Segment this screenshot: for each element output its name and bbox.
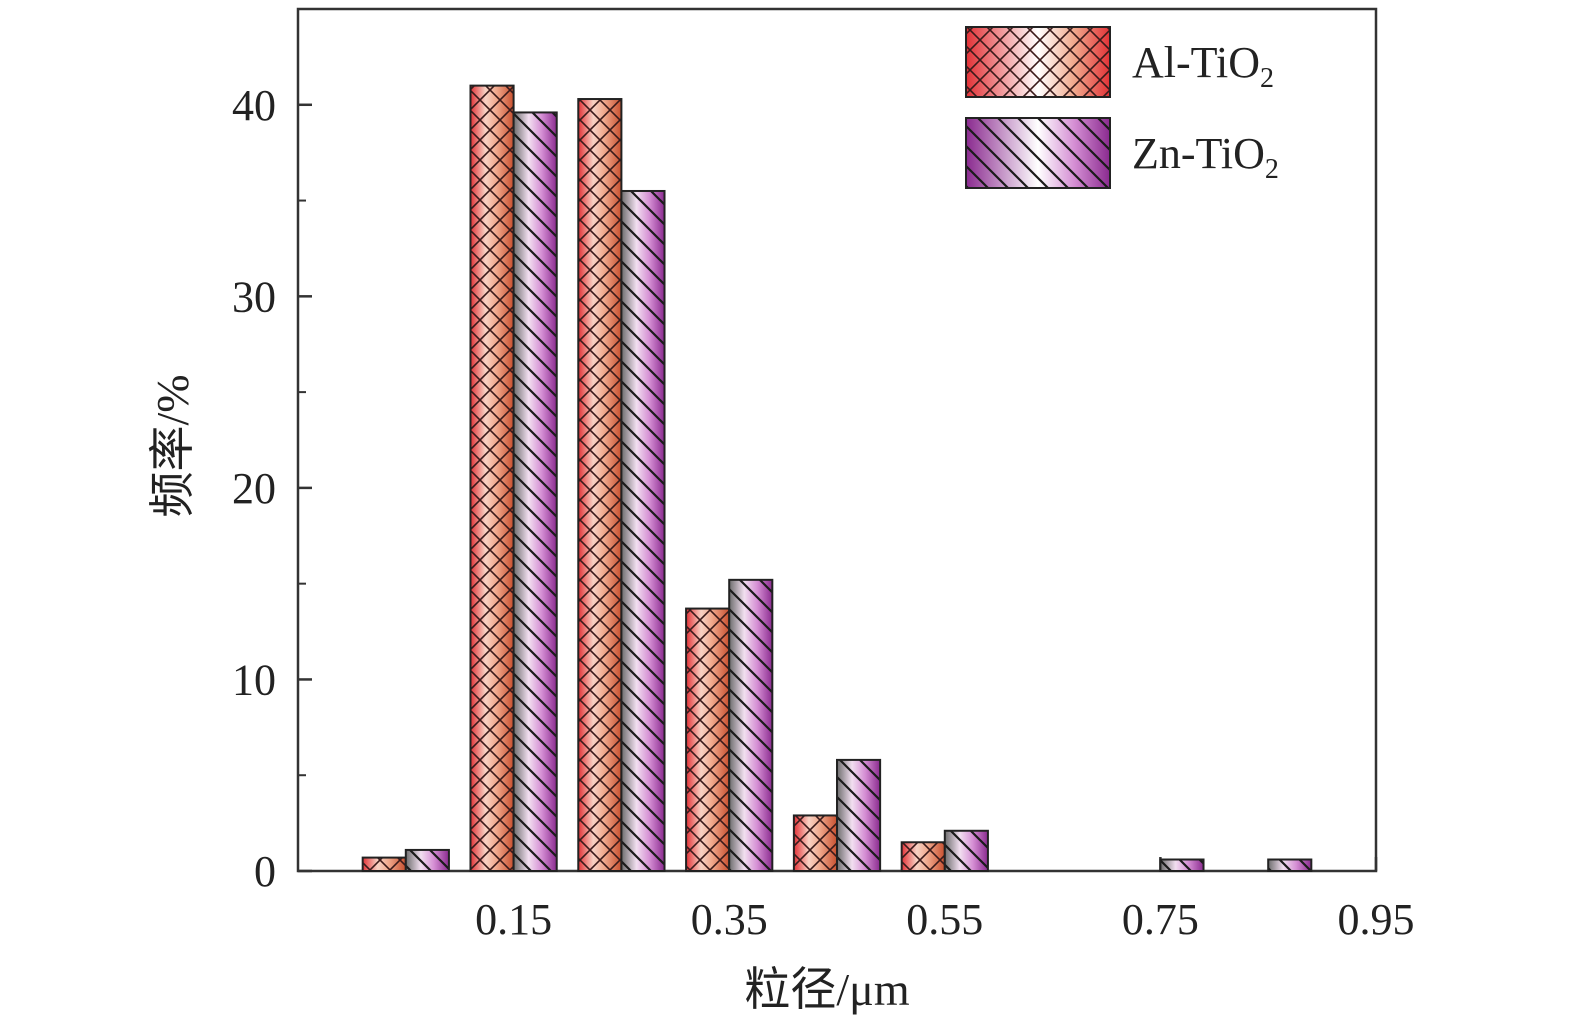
legend-label-base: Zn-TiO: [1132, 129, 1265, 178]
bar-zn-tio2: [1267, 858, 1313, 872]
legend-swatch-outline: [965, 117, 1111, 189]
x-tick-label: 0.95: [1338, 895, 1415, 944]
x-tick-label: 0.15: [475, 895, 552, 944]
legend-swatch-hatch: [966, 27, 1110, 97]
bar-hatch: [1268, 859, 1312, 871]
bar-zn-tio2: [943, 829, 989, 872]
x-axis-title: 粒径/μm: [744, 964, 909, 1015]
bar-hatch: [686, 608, 730, 871]
x-tick-label: 0.75: [1122, 895, 1199, 944]
x-tick-label: 0.35: [691, 895, 768, 944]
bar-hatch: [729, 579, 773, 871]
bar-hatch: [901, 842, 945, 871]
bar-hatch: [793, 815, 837, 871]
bar-zn-tio2: [620, 189, 666, 872]
bar-outline: [836, 758, 882, 872]
bar-outline: [943, 829, 989, 872]
bar-zn-tio2: [512, 111, 558, 872]
plot-area: 0 10 20 30 40 0.15 0.35 0.55 0.75 0.95 粒径/μm 频率/% Al…: [147, 7, 1415, 1015]
bar-outline: [404, 848, 450, 873]
legend-label-subscript: 2: [1265, 154, 1279, 185]
bar-zn-tio2: [728, 578, 774, 873]
legend-label: Al-TiO2: [1132, 38, 1274, 94]
y-tick-label: 0: [254, 847, 276, 896]
bar-al-tio2: [577, 98, 623, 872]
legend-label-subscript: 2: [1260, 63, 1274, 94]
bar-al-tio2: [792, 814, 839, 873]
bar-hatch: [1160, 859, 1204, 871]
bar-outline: [728, 578, 774, 873]
legend-swatch-outline: [965, 26, 1111, 98]
bar-hatch: [578, 99, 622, 871]
bar-hatch: [621, 190, 665, 871]
bar-al-tio2: [361, 856, 407, 873]
bar-hatch: [405, 849, 449, 871]
bar-hatch: [513, 112, 557, 871]
bar-al-tio2: [685, 607, 731, 873]
bar-outline: [620, 189, 666, 872]
bar-outline: [1159, 858, 1205, 872]
bar-hatch: [362, 857, 406, 871]
bar-zn-tio2: [836, 758, 882, 872]
bar-al-tio2: [469, 84, 515, 873]
legend-item-al-tio2: Al-TiO2: [965, 26, 1274, 98]
y-tick-label: 10: [232, 655, 276, 704]
y-tick-label: 20: [232, 464, 276, 513]
bar-outline: [512, 111, 558, 872]
bar-zn-tio2: [404, 848, 450, 873]
bar-hatch: [470, 85, 514, 872]
y-axis-title: 频率/%: [147, 374, 198, 517]
y-tick-label: 30: [232, 272, 276, 321]
bar-outline: [1267, 858, 1313, 872]
x-tick-label: 0.55: [906, 895, 983, 944]
bar-hatch: [837, 759, 881, 871]
legend-label-base: Al-TiO: [1132, 38, 1260, 87]
bar-al-tio2: [900, 841, 946, 872]
legend-swatch-hatch: [966, 118, 1110, 188]
legend-label: Zn-TiO2: [1132, 129, 1279, 185]
bar-hatch: [944, 830, 988, 871]
legend-item-zn-tio2: Zn-TiO2: [965, 117, 1279, 189]
bar-zn-tio2: [1159, 858, 1205, 872]
y-tick-label: 40: [232, 81, 276, 130]
